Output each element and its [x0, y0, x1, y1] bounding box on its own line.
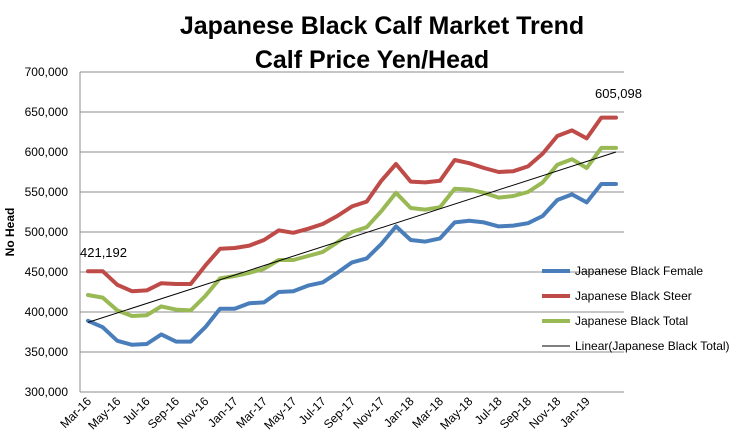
- x-tick-label: Nov-16: [174, 394, 211, 431]
- chart-title-line1: Japanese Black Calf Market Trend: [180, 12, 584, 40]
- annotation-first-total: 421,192: [80, 245, 127, 260]
- x-tick-label: May-17: [261, 394, 299, 432]
- y-tick-label: 300,000: [25, 385, 69, 399]
- legend: Japanese Black Female Japanese Black Stee…: [542, 264, 730, 353]
- y-tick-label: 700,000: [25, 65, 69, 79]
- y-tick-label: 400,000: [25, 305, 69, 319]
- series-line-japanese-black-total: [86, 145, 618, 318]
- x-tick-label: Nov-17: [350, 394, 387, 431]
- x-tick-label: Jan-19: [557, 394, 593, 430]
- y-tick-label: 550,000: [25, 185, 69, 199]
- y-tick-label: 650,000: [25, 105, 69, 119]
- y-axis-label: No Head: [3, 208, 17, 257]
- trendline: [87, 151, 617, 323]
- legend-label: Linear(Japanese Black Total): [575, 339, 730, 353]
- series-line-japanese-black-steer: [86, 115, 618, 294]
- x-tick-label: May-16: [85, 394, 123, 432]
- legend-label: Japanese Black Steer: [575, 289, 692, 303]
- x-axis-ticks: Mar-16May-16Jul-16Sep-16Nov-16Jan-17Mar-…: [57, 394, 593, 432]
- chart-title-line2: Calf Price Yen/Head: [255, 46, 489, 74]
- legend-label: Japanese Black Female: [575, 264, 703, 278]
- annotation-last-total: 605,098: [595, 86, 642, 101]
- y-axis-ticks: 300,000 350,000 400,000 450,000 500,000 550,0…: [25, 65, 69, 399]
- y-tick-label: 500,000: [25, 225, 69, 239]
- y-tick-label: 350,000: [25, 345, 69, 359]
- series-group: [86, 115, 618, 347]
- series-line-japanese-black-female: [86, 182, 618, 347]
- x-tick-label: Nov-18: [526, 394, 563, 431]
- y-tick-label: 450,000: [25, 265, 69, 279]
- x-tick-label: Sep-17: [321, 394, 358, 431]
- x-tick-label: May-18: [437, 394, 475, 432]
- y-tick-label: 600,000: [25, 145, 69, 159]
- trendline-group: [87, 151, 617, 323]
- x-tick-label: Sep-18: [497, 394, 534, 431]
- x-tick-label: Sep-16: [145, 394, 182, 431]
- legend-label: Japanese Black Total: [575, 314, 688, 328]
